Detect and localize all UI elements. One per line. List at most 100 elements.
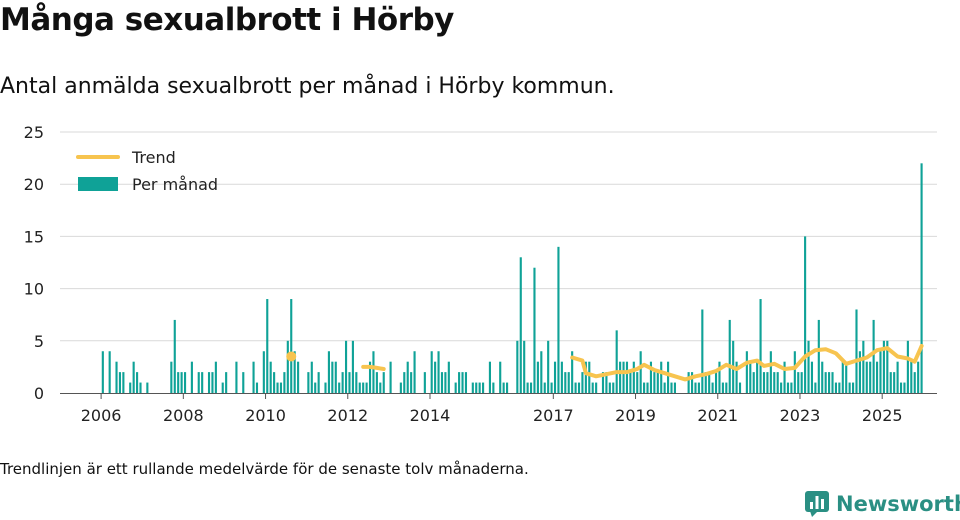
bar — [183, 372, 187, 393]
bar — [444, 372, 447, 393]
bar — [601, 372, 605, 393]
bar — [622, 361, 625, 393]
bar — [334, 361, 337, 393]
bar — [670, 382, 673, 393]
bar — [697, 382, 700, 393]
bar — [790, 382, 793, 393]
bar — [139, 382, 142, 393]
bar — [560, 361, 563, 393]
bar — [694, 382, 697, 393]
bar — [643, 382, 646, 393]
bar — [595, 382, 598, 393]
bar — [701, 309, 704, 393]
bar — [314, 382, 317, 393]
bar — [108, 351, 111, 393]
bar — [752, 372, 755, 393]
bar — [588, 361, 591, 393]
bar — [800, 372, 803, 393]
bar — [810, 361, 814, 393]
bar — [464, 372, 468, 393]
y-tick-label: 5 — [34, 332, 44, 351]
bar — [553, 361, 557, 393]
bar — [177, 372, 180, 393]
bar — [807, 340, 810, 393]
newsworthy-logo-icon — [805, 491, 829, 517]
bar — [136, 372, 139, 393]
bar — [122, 372, 125, 393]
bar — [266, 299, 269, 393]
bar — [379, 382, 382, 393]
y-tick-label: 15 — [24, 227, 44, 246]
x-tick-label: 2019 — [615, 406, 656, 425]
bar — [324, 382, 327, 393]
bar — [848, 382, 851, 393]
bar — [605, 372, 608, 393]
bar — [533, 267, 536, 393]
bar — [458, 372, 461, 393]
bar — [903, 382, 906, 393]
y-tick-label: 20 — [24, 175, 44, 194]
bar — [297, 361, 300, 393]
bar — [574, 382, 577, 393]
bar — [454, 382, 457, 393]
bar — [132, 361, 135, 393]
bar-series — [101, 163, 923, 393]
bar — [197, 372, 200, 393]
bar — [780, 382, 783, 393]
bar — [814, 382, 817, 393]
legend-swatch-bars — [78, 177, 118, 191]
bar — [889, 372, 892, 393]
bar — [461, 372, 464, 393]
bar — [523, 340, 526, 393]
bar — [831, 372, 834, 393]
bar — [728, 319, 731, 393]
x-tick-label: 2023 — [780, 406, 821, 425]
bar — [293, 351, 296, 393]
bar — [910, 361, 913, 393]
trend-point — [286, 351, 297, 362]
bar — [639, 351, 642, 393]
bar — [358, 382, 361, 393]
bar — [718, 361, 721, 393]
bar — [619, 361, 622, 393]
bar — [290, 299, 293, 393]
y-tick-label: 10 — [24, 280, 44, 299]
legend: Trend Per månad — [76, 148, 218, 194]
bar — [170, 361, 173, 393]
bar — [721, 382, 724, 393]
trend-line — [361, 364, 386, 371]
bar — [906, 340, 909, 393]
bar — [893, 372, 896, 393]
bar — [653, 372, 656, 393]
x-tick-label: 2012 — [327, 406, 368, 425]
bar — [410, 372, 413, 393]
bar — [173, 319, 176, 393]
x-tick-label: 2014 — [410, 406, 451, 425]
bar — [738, 382, 742, 393]
chart-title: Många sexualbrott i Hörby — [0, 2, 454, 38]
legend-label-trend: Trend — [131, 148, 176, 167]
bar — [646, 382, 649, 393]
y-axis-ticks: 0 5 10 15 20 25 — [24, 123, 44, 403]
bar — [338, 382, 341, 393]
bar — [482, 382, 485, 393]
brand-logo[interactable]: Newsworthy — [804, 490, 960, 518]
y-tick-label: 25 — [24, 123, 44, 142]
bar — [920, 163, 923, 393]
bar — [423, 372, 426, 393]
bar — [869, 361, 872, 393]
bar — [180, 372, 183, 393]
bar — [279, 382, 283, 393]
bar — [235, 361, 238, 393]
bar — [252, 361, 255, 393]
bar — [550, 382, 553, 393]
bar — [362, 382, 365, 393]
bar — [471, 382, 474, 393]
bar — [855, 309, 858, 393]
bar — [283, 372, 286, 393]
x-tick-label: 2017 — [533, 406, 574, 425]
bar — [129, 382, 132, 393]
bar — [649, 361, 653, 393]
bar — [375, 372, 378, 393]
bar — [725, 382, 728, 393]
